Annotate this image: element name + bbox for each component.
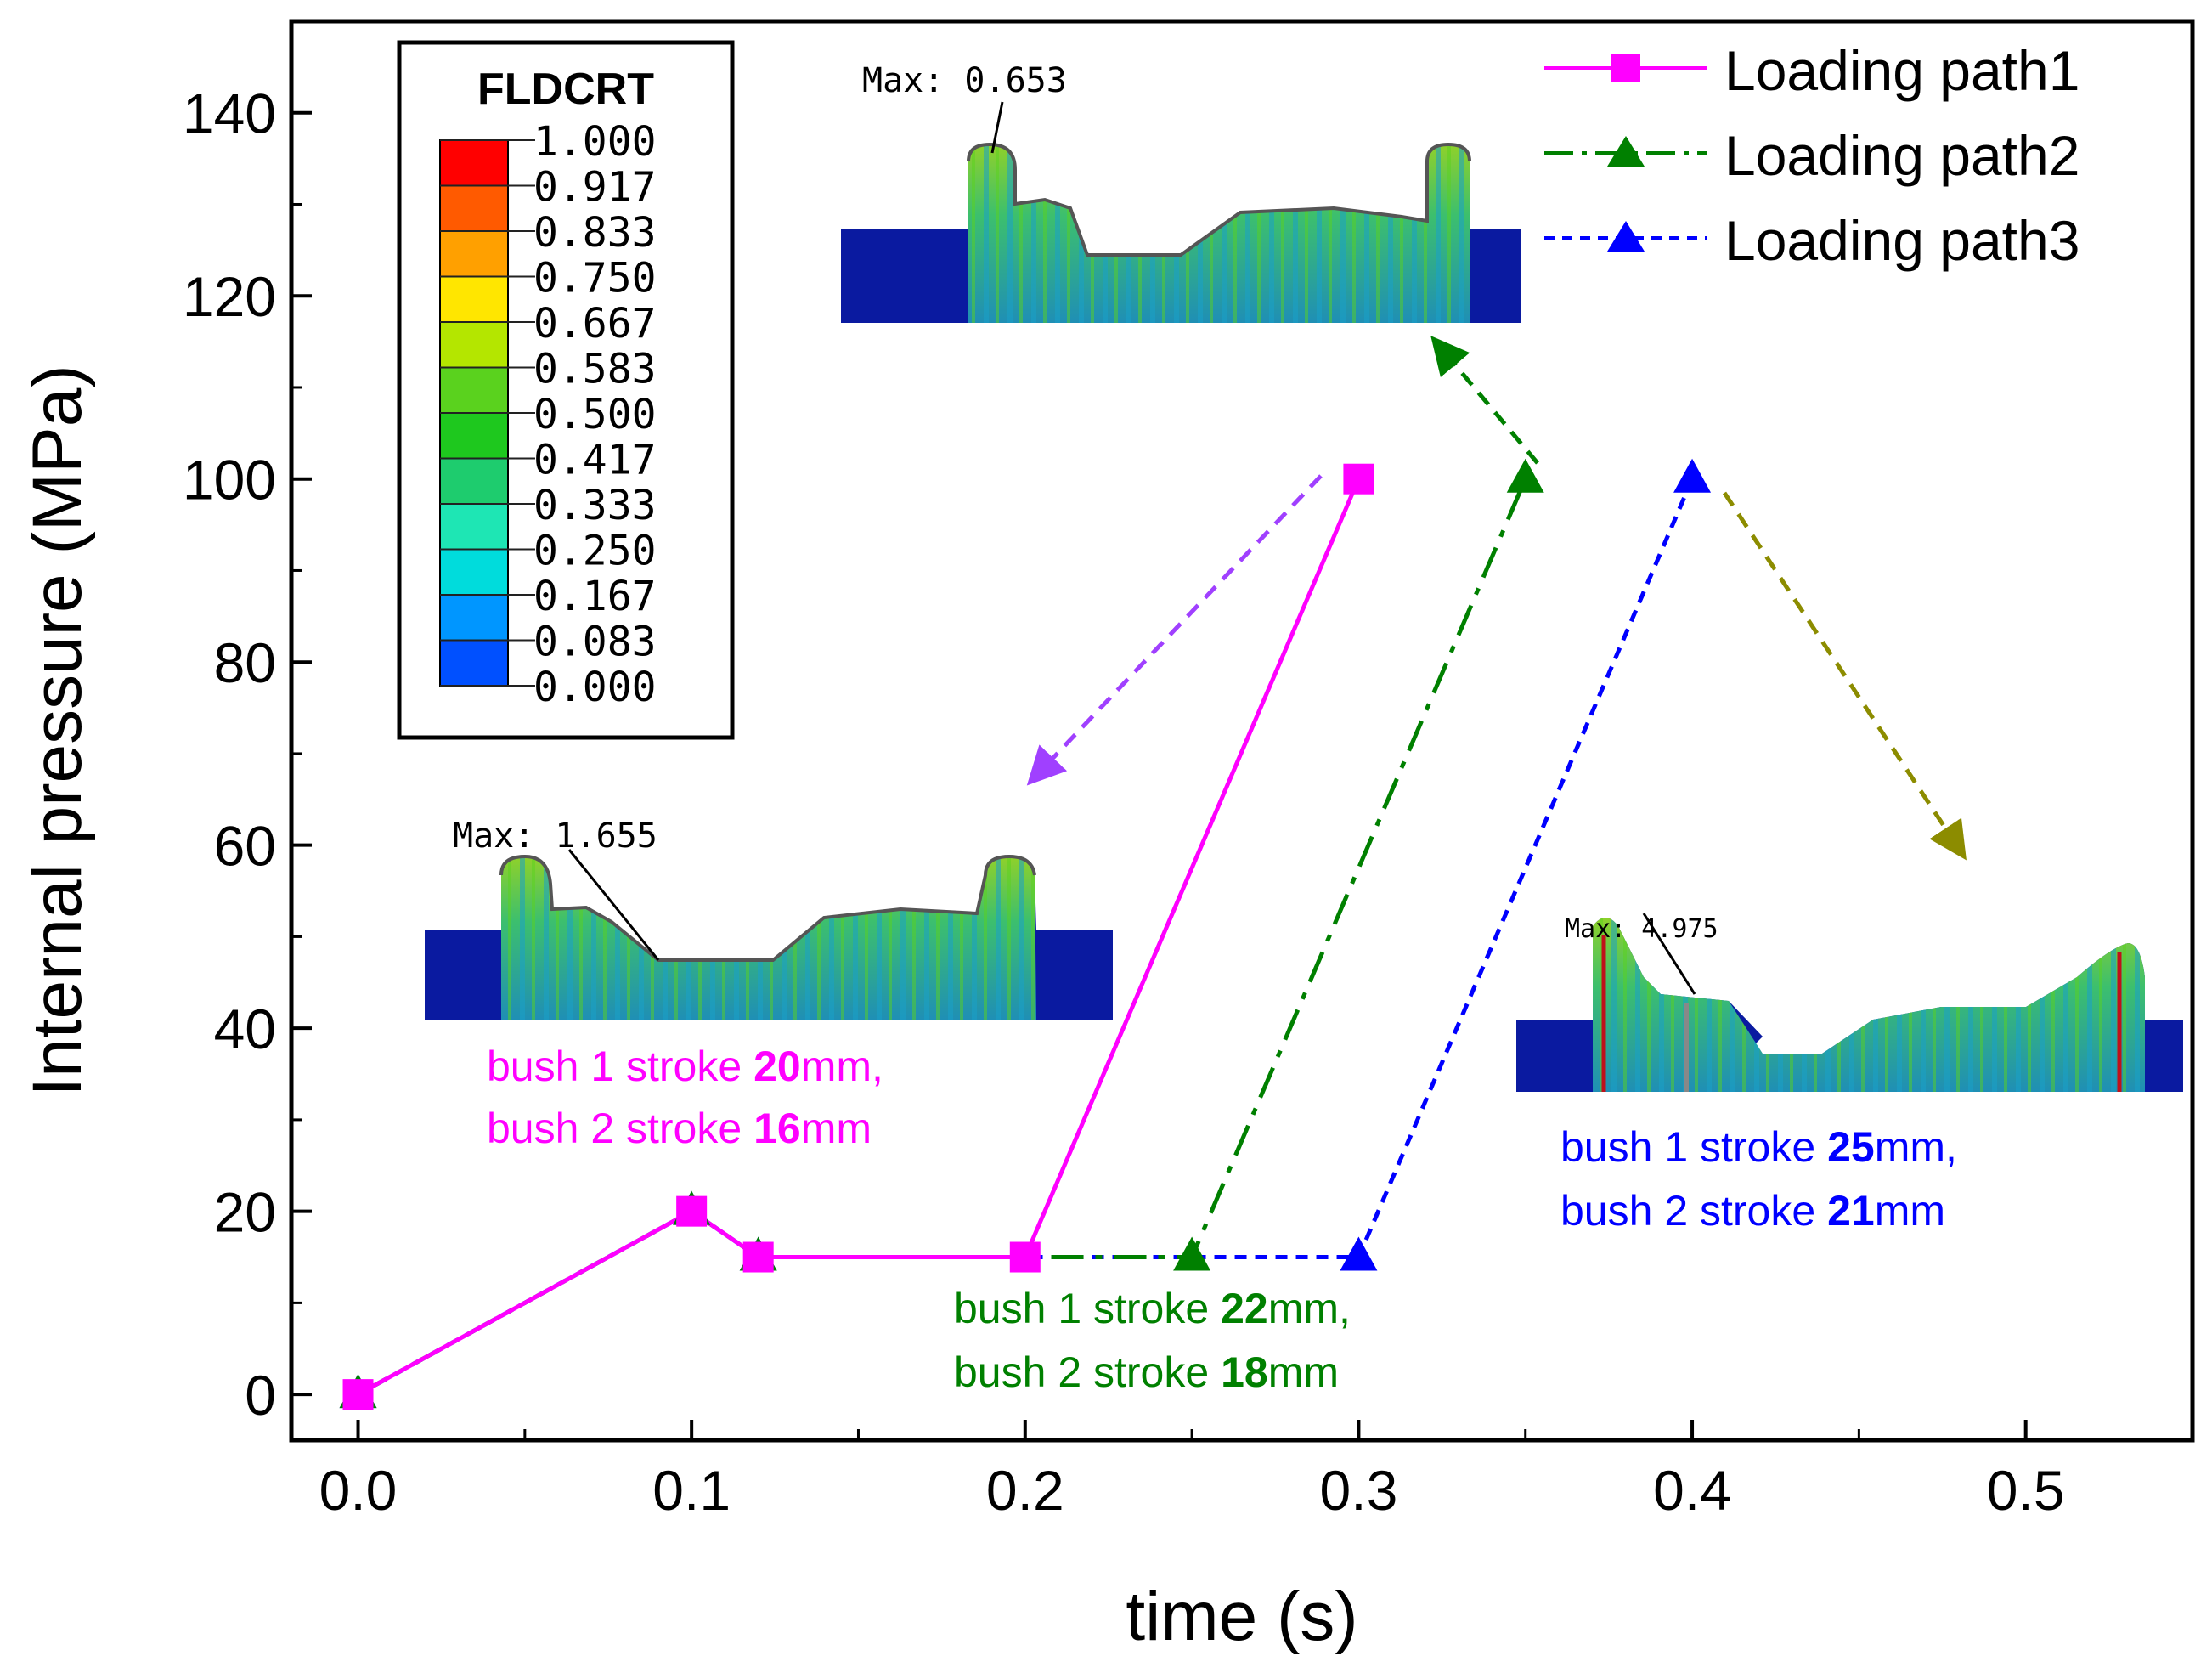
data-point-path3 bbox=[1340, 1236, 1378, 1271]
part-contour-path3 bbox=[1516, 913, 2183, 1092]
colorbar-label: 0.417 bbox=[533, 437, 657, 484]
x-tick-label: 0.2 bbox=[986, 1459, 1064, 1522]
colorbar-label: 0.000 bbox=[533, 664, 657, 711]
data-point-path3 bbox=[1673, 458, 1712, 493]
legend: Loading path1 Loading path2 Loading path… bbox=[1544, 39, 2079, 272]
arrow-path2 bbox=[1430, 336, 1539, 465]
data-point-path2 bbox=[1173, 1236, 1211, 1271]
part-contour-path1 bbox=[425, 849, 1113, 1020]
colorbar-label: 0.167 bbox=[533, 573, 657, 620]
data-point-path1 bbox=[676, 1195, 708, 1227]
y-axis-ticks: 0 20 40 60 80 100 120 140 bbox=[183, 82, 312, 1427]
plot-frame bbox=[289, 19, 2195, 1443]
legend-marker-path1 bbox=[1611, 54, 1640, 82]
colorbar-swatch bbox=[440, 595, 508, 641]
series-layer bbox=[339, 458, 1712, 1410]
legend-marker-path2 bbox=[1607, 136, 1645, 167]
arrow-path3 bbox=[1722, 491, 1967, 861]
colorbar-label: 0.083 bbox=[533, 619, 657, 666]
colorbar-swatch bbox=[440, 231, 508, 277]
data-point-path1 bbox=[1009, 1241, 1041, 1273]
colorbar-swatch bbox=[440, 140, 508, 186]
colorbar-label: 1.000 bbox=[533, 118, 657, 166]
data-point-path1 bbox=[742, 1241, 774, 1273]
stroke-annotation-path1: bush 1 stroke 20mm, bush 2 stroke 16mm bbox=[487, 1043, 883, 1152]
y-tick-label: 80 bbox=[214, 631, 276, 694]
colorbar-swatch bbox=[440, 322, 508, 368]
stroke-annotation-path3: bush 1 stroke 25mm, bush 2 stroke 21mm bbox=[1560, 1123, 1957, 1235]
legend-item-path3: Loading path3 bbox=[1544, 209, 2079, 272]
y-tick-label: 20 bbox=[214, 1181, 276, 1244]
y-axis-title: Internal pressure (MPa) bbox=[19, 365, 96, 1096]
fldcrt-colorbar: FLDCRT 1.0000.9170.8330.7500.6670.5830.5… bbox=[397, 40, 735, 740]
colorbar-swatch bbox=[440, 549, 508, 595]
colorbar-label: 0.500 bbox=[533, 391, 657, 438]
colorbar-swatch bbox=[440, 185, 508, 231]
arrow-path1 bbox=[1026, 474, 1323, 786]
colorbar-label: 0.917 bbox=[533, 164, 657, 212]
x-tick-label: 0.5 bbox=[1987, 1459, 2065, 1522]
data-point-path2 bbox=[1506, 458, 1544, 493]
colorbar-label: 0.833 bbox=[533, 209, 657, 257]
colorbar-swatch bbox=[440, 413, 508, 459]
legend-label-path3: Loading path3 bbox=[1724, 209, 2079, 272]
colorbar-label: 0.750 bbox=[533, 255, 657, 302]
x-tick-label: 0.1 bbox=[652, 1459, 731, 1522]
colorbar-swatch bbox=[440, 640, 508, 686]
x-axis-title: time (s) bbox=[1126, 1578, 1357, 1655]
legend-marker-path3 bbox=[1607, 221, 1645, 252]
colorbar-swatch bbox=[440, 367, 508, 413]
part-contour-path2 bbox=[841, 101, 1521, 323]
y-tick-label: 60 bbox=[214, 815, 276, 878]
colorbar-title: FLDCRT bbox=[477, 65, 654, 114]
colorbar-label: 0.667 bbox=[533, 300, 657, 348]
stroke-annotation-path2: bush 1 stroke 22mm, bush 2 stroke 18mm bbox=[954, 1285, 1351, 1396]
data-point-path1 bbox=[1343, 463, 1374, 495]
colorbar-swatch bbox=[440, 504, 508, 550]
legend-item-path2: Loading path2 bbox=[1544, 124, 2079, 187]
x-axis-ticks: 0.0 0.1 0.2 0.3 0.4 0.5 bbox=[319, 1420, 2065, 1522]
legend-label-path2: Loading path2 bbox=[1724, 124, 2079, 187]
svg-text:bush 2 stroke 21mm: bush 2 stroke 21mm bbox=[1560, 1187, 1945, 1235]
legend-item-path1: Loading path1 bbox=[1544, 39, 2079, 102]
y-tick-label: 140 bbox=[183, 82, 276, 145]
y-tick-label: 100 bbox=[183, 449, 276, 512]
colorbar-swatch bbox=[440, 458, 508, 504]
y-tick-label: 40 bbox=[214, 998, 276, 1060]
x-tick-label: 0.3 bbox=[1320, 1459, 1398, 1522]
y-tick-label: 120 bbox=[183, 265, 276, 328]
legend-label-path1: Loading path1 bbox=[1724, 39, 2079, 102]
svg-text:bush 1 stroke 25mm,: bush 1 stroke 25mm, bbox=[1560, 1123, 1957, 1171]
svg-text:bush 1 stroke 20mm,: bush 1 stroke 20mm, bbox=[487, 1043, 883, 1090]
colorbar-swatch bbox=[440, 276, 508, 322]
y-tick-label: 0 bbox=[245, 1364, 276, 1427]
svg-text:bush 2 stroke 18mm: bush 2 stroke 18mm bbox=[954, 1348, 1339, 1396]
max-label-path2: Max: 0.653 bbox=[862, 61, 1067, 100]
max-label-path1: Max: 1.655 bbox=[453, 817, 657, 856]
x-tick-label: 0.4 bbox=[1653, 1459, 1731, 1522]
svg-text:bush 2 stroke 16mm: bush 2 stroke 16mm bbox=[487, 1105, 872, 1152]
max-label-path3: Max: 4.975 bbox=[1565, 914, 1718, 944]
colorbar-label: 0.250 bbox=[533, 528, 657, 575]
data-point-path1 bbox=[342, 1379, 374, 1410]
svg-text:bush 1 stroke 22mm,: bush 1 stroke 22mm, bbox=[954, 1285, 1351, 1332]
colorbar-label: 0.333 bbox=[533, 482, 657, 529]
x-tick-label: 0.0 bbox=[319, 1459, 398, 1522]
colorbar-label: 0.583 bbox=[533, 346, 657, 393]
